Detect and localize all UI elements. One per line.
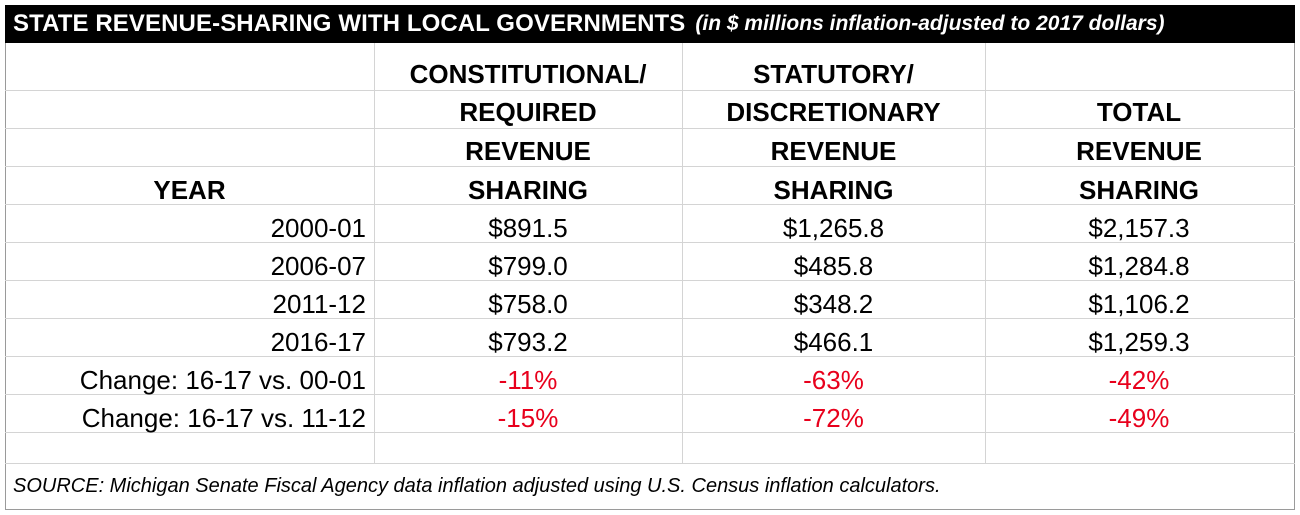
row-year: 2006-07 [270, 251, 366, 281]
source-note: SOURCE: Michigan Senate Fiscal Agency da… [13, 475, 941, 497]
header-total-line2: REVENUE [1076, 136, 1202, 166]
row-total-value: $1,284.8 [1088, 251, 1190, 281]
row-total-value: $1,259.3 [1088, 327, 1190, 357]
row-statutory-value: $1,265.8 [782, 213, 885, 243]
row-constitutional-value: $799.0 [488, 251, 568, 281]
row-year: 2000-01 [270, 213, 366, 243]
row-statutory-value: $485.8 [793, 251, 874, 281]
change-total-percent: -42% [1108, 365, 1170, 395]
row-divider [5, 90, 1295, 91]
change-constitutional-percent: -15% [497, 403, 559, 433]
row-constitutional-value: $891.5 [488, 213, 568, 243]
revenue-sharing-table: STATE REVENUE-SHARING WITH LOCAL GOVERNM… [5, 5, 1295, 510]
change-statutory-percent: -63% [803, 365, 864, 395]
title-bar: STATE REVENUE-SHARING WITH LOCAL GOVERNM… [5, 5, 1295, 43]
row-divider [5, 463, 1295, 464]
table-title: STATE REVENUE-SHARING WITH LOCAL GOVERNM… [13, 10, 686, 37]
row-year: 2011-12 [272, 289, 367, 319]
row-divider [5, 204, 1295, 205]
column-divider [374, 43, 375, 463]
header-year: YEAR [153, 175, 226, 205]
row-divider [5, 356, 1295, 357]
header-constitutional-line4: SHARING [468, 175, 588, 205]
change-total-percent: -49% [1108, 403, 1170, 433]
change-row-label: Change: 16-17 vs. 11-12 [81, 403, 366, 433]
change-constitutional-percent: -11% [498, 365, 558, 395]
row-divider [5, 166, 1295, 167]
column-divider [985, 43, 986, 463]
row-divider [5, 432, 1295, 433]
row-total-value: $1,106.2 [1088, 289, 1190, 319]
header-statutory-line4: SHARING [773, 175, 894, 205]
header-statutory-line3: REVENUE [770, 136, 897, 166]
header-statutory-line1: STATUTORY/ [753, 59, 914, 89]
header-total-line1: TOTAL [1096, 97, 1182, 127]
row-constitutional-value: $793.2 [488, 327, 568, 357]
header-total-line3: SHARING [1079, 175, 1199, 205]
row-divider [5, 280, 1295, 281]
header-constitutional-line3: REVENUE [465, 136, 591, 166]
header-statutory-line2: DISCRETIONARY [726, 97, 941, 127]
column-divider [682, 43, 683, 463]
row-divider [5, 318, 1295, 319]
table-subtitle: (in $ millions inflation-adjusted to 201… [695, 12, 1165, 35]
row-year: 2016-17 [270, 327, 366, 357]
row-divider [5, 128, 1295, 129]
row-total-value: $2,157.3 [1088, 213, 1190, 243]
row-divider [5, 242, 1295, 243]
change-row-label: Change: 16-17 vs. 00-01 [79, 365, 366, 395]
row-statutory-value: $348.2 [793, 289, 874, 319]
row-constitutional-value: $758.0 [488, 289, 568, 319]
change-statutory-percent: -72% [803, 403, 864, 433]
header-constitutional-line1: CONSTITUTIONAL/ [409, 59, 647, 89]
row-divider [5, 394, 1295, 395]
header-constitutional-line2: REQUIRED [459, 97, 597, 127]
row-statutory-value: $466.1 [793, 327, 874, 357]
